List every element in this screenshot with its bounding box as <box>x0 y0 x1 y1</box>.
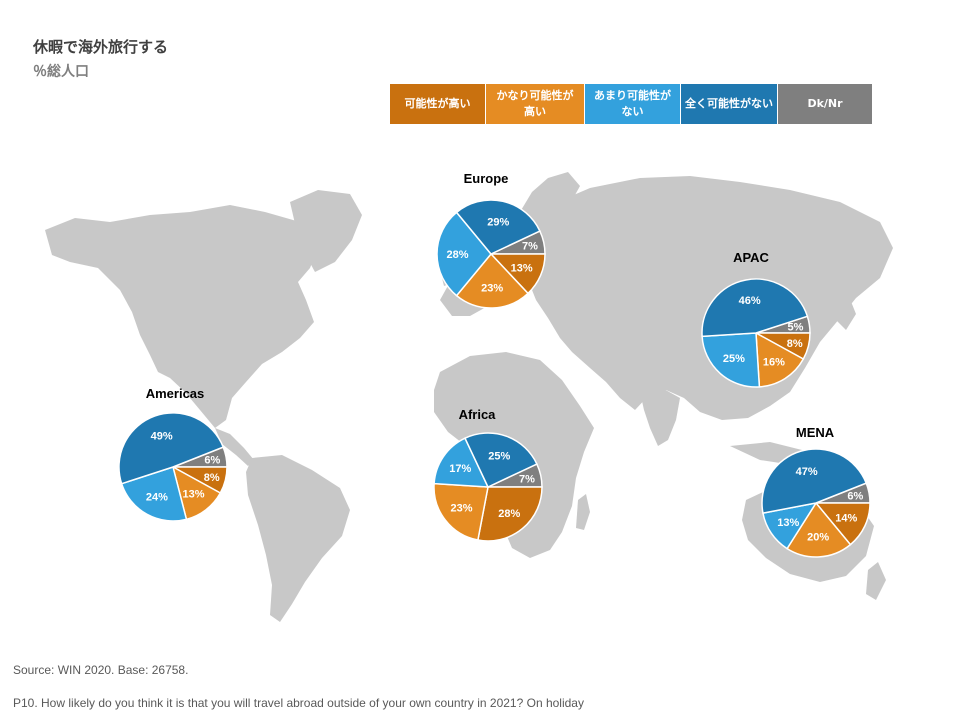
new-zealand-shape <box>866 562 886 600</box>
pie-slice-label-not-very-likely: 17% <box>449 463 471 475</box>
pie-slice-label-fairly-likely: 23% <box>481 283 503 295</box>
pie-europe: 7% 13% 23% 28% 29% <box>436 199 546 309</box>
region-label-europe: Europe <box>464 171 509 186</box>
japan-shape <box>836 294 856 330</box>
pie-slice-fairly-likely <box>455 252 530 309</box>
pie-slice-label-fairly-likely: 23% <box>450 503 472 515</box>
pie-slice-label-not-at-all-likely: 46% <box>739 295 761 307</box>
pie-slice-label-not-at-all-likely: 25% <box>488 451 510 463</box>
pie-slice-label-dknr: 7% <box>519 473 535 485</box>
pie-slice-not-at-all-likely <box>118 412 225 485</box>
pie-slice-label-not-at-all-likely: 29% <box>487 216 509 228</box>
chart-subtitle: ％総人口 <box>33 64 89 80</box>
legend-item-likely: 可能性が高い <box>390 84 485 124</box>
pie-slice-label-dknr: 5% <box>788 322 804 334</box>
pie-mena: 6% 14% 20% 13% 47% <box>761 448 871 558</box>
source-note: Source: WIN 2020. Base: 26758. <box>13 663 189 677</box>
south-america-shape <box>246 455 350 622</box>
chart-title: 休暇で海外旅行する <box>33 38 169 56</box>
question-note: P10. How likely do you think it is that … <box>13 696 584 710</box>
pie-slice-label-dknr: 6% <box>847 491 863 503</box>
pie-slice-label-dknr: 7% <box>522 240 538 252</box>
pie-slice-not-at-all-likely <box>761 448 868 514</box>
central-america-shape <box>215 428 254 466</box>
pie-africa: 7% 28% 23% 17% 25% <box>433 432 543 542</box>
legend-item-not-at-all-likely: 全く可能性がない <box>681 84 777 124</box>
north-america-shape <box>45 205 318 428</box>
pie-slice-fairly-likely <box>786 501 852 558</box>
pie-slice-label-not-very-likely: 28% <box>446 249 468 261</box>
pie-apac: 5% 8%16% 25% 46% <box>701 278 811 388</box>
legend: 可能性が高い かなり可能性が 高い あまり可能性が ない 全く可能性がない Dk/N… <box>390 84 873 124</box>
pie-slice-likely <box>477 486 543 542</box>
asia-shape <box>528 176 893 420</box>
pie-americas: 6% 8%13% 24% 49% <box>118 412 228 522</box>
pie-slice-not-very-likely <box>120 466 188 522</box>
pie-slice-label-not-at-all-likely: 47% <box>796 466 818 478</box>
pie-slice-not-very-likely <box>701 332 761 388</box>
india-shape <box>640 388 680 446</box>
pie-slice-label-not-very-likely: 13% <box>777 517 799 529</box>
pie-slice-label-likely: 28% <box>498 508 520 520</box>
region-label-apac: APAC <box>733 250 769 265</box>
pie-slice-label-likely: 13% <box>511 262 533 274</box>
madagascar-shape <box>576 494 590 530</box>
pie-slice-not-at-all-likely <box>701 278 809 338</box>
legend-item-fairly-likely: かなり可能性が 高い <box>486 84 584 124</box>
pie-slice-fairly-likely <box>433 482 489 541</box>
pie-slice-label-likely: 14% <box>835 512 857 524</box>
pie-slice-label-likely: 8% <box>204 472 220 484</box>
pie-slice-label-likely: 8% <box>787 338 803 350</box>
pie-slice-fairly-likely <box>755 331 805 388</box>
pie-slice-not-at-all-likely <box>455 199 541 255</box>
pie-slice-label-fairly-likely: 16% <box>763 356 785 368</box>
region-label-africa: Africa <box>459 407 497 422</box>
legend-item-dknr: Dk/Nr <box>778 84 872 124</box>
region-label-americas: Americas <box>146 386 205 401</box>
legend-item-not-very-likely: あまり可能性が ない <box>585 84 680 124</box>
pie-slice-not-at-all-likely <box>464 432 538 488</box>
pie-slice-label-fairly-likely: 20% <box>807 531 829 543</box>
pie-slice-label-not-very-likely: 25% <box>723 353 745 365</box>
pie-slice-label-not-very-likely: 24% <box>146 491 168 503</box>
region-label-mena: MENA <box>796 425 835 440</box>
pie-slice-not-very-likely <box>436 211 492 297</box>
pie-slice-label-not-at-all-likely: 49% <box>151 431 173 443</box>
greenland-shape <box>290 190 362 272</box>
pie-slice-label-fairly-likely: 13% <box>182 489 204 501</box>
pie-slice-not-very-likely <box>433 437 490 488</box>
pie-slice-label-dknr: 6% <box>204 455 220 467</box>
